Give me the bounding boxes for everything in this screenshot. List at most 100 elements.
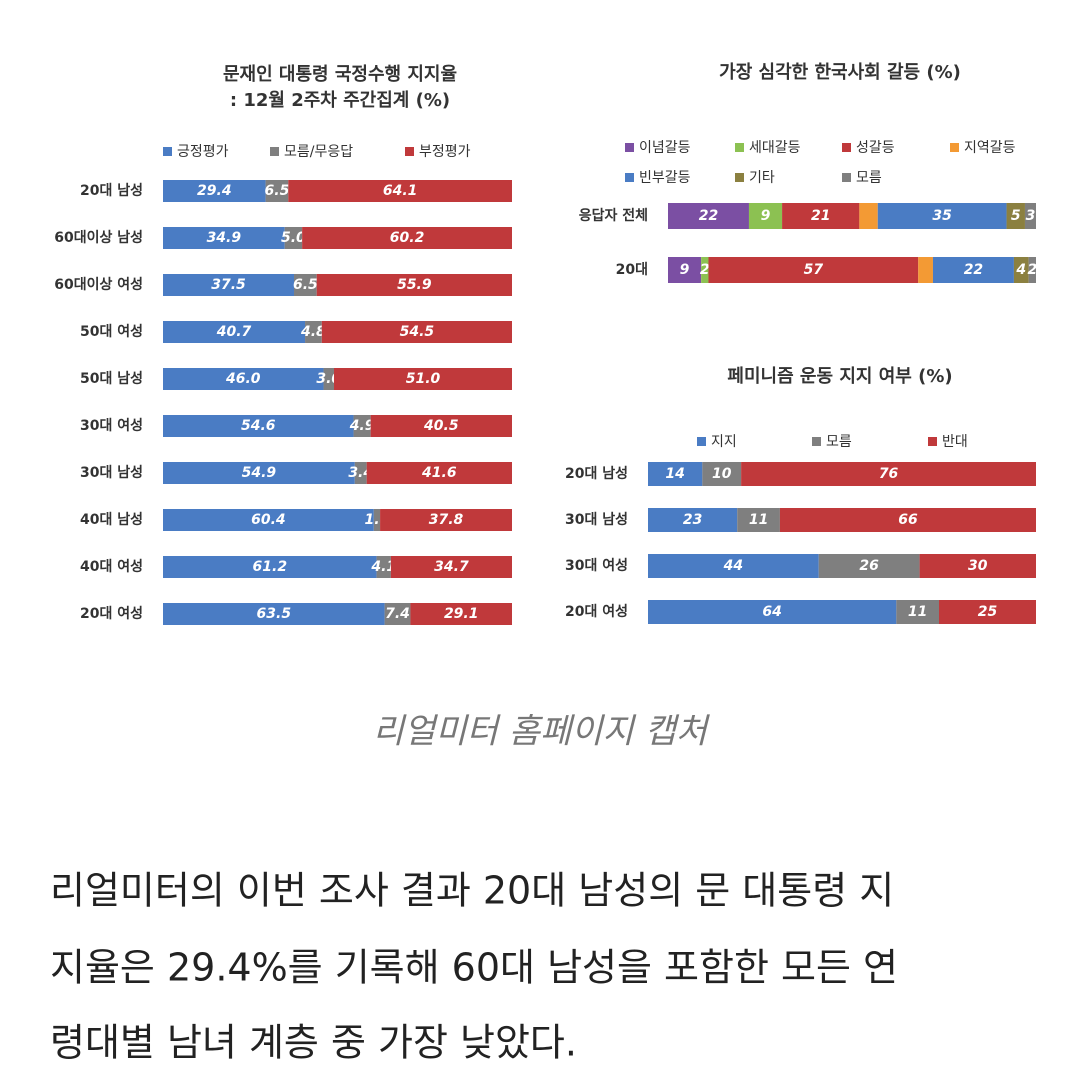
bar-segment [648,600,897,624]
data-label: 54.6 [241,418,276,434]
bar-segment [648,462,703,486]
legend-label: 이념갈등 [639,140,691,156]
legend-swatch [812,437,821,446]
bar-segment [748,203,783,229]
bar-segment [668,203,749,229]
bar-segment [316,274,512,296]
data-label: 4.1 [370,559,396,575]
data-label: 29.1 [444,606,479,622]
bar-segment [410,603,512,625]
category-label: 50대 남성 [80,370,143,387]
body-line: 리얼미터의 이번 조사 결과 20대 남성의 문 대통령 지 [50,869,894,913]
legend-label: 모름 [826,434,852,450]
legend-swatch [735,173,744,182]
category-label: 60대이상 여성 [54,276,143,293]
category-label: 30대 여성 [80,417,143,434]
bar-segment [939,600,1036,624]
legend-label: 빈부갈등 [639,170,691,186]
bar-segment [373,509,381,531]
data-label: 40.7 [216,324,252,340]
category-label: 40대 남성 [80,511,143,528]
legend-swatch [842,173,851,182]
data-label: 34.9 [207,230,242,246]
bar-segment [1006,203,1025,229]
data-label: 40.5 [423,418,459,434]
data-label: 37.5 [211,277,246,293]
data-label: 46.0 [225,371,261,387]
bar-segment [294,274,317,296]
data-label: 51.0 [406,371,441,387]
category-label: 30대 남성 [565,511,628,528]
data-label: 41.6 [421,465,457,481]
bar-segment [779,508,1036,532]
data-label: 11 [908,604,927,620]
legend-swatch [625,143,634,152]
category-label: 20대 여성 [80,605,143,622]
data-label: 2 [700,262,710,278]
bar-segment [288,180,512,202]
bar-segment [702,462,742,486]
bar-segment [380,509,512,531]
category-label: 40대 여성 [80,558,143,575]
legend-swatch [405,147,414,156]
data-label: 54.5 [400,324,435,340]
bar-segment [896,600,939,624]
category-label: 30대 여성 [565,557,628,574]
data-label: 6.5 [265,183,290,199]
bar-segment [919,554,1036,578]
data-label: 37.8 [429,512,464,528]
bar-segment [163,180,266,202]
category-label: 20대 남성 [565,465,628,482]
data-label: 34.7 [434,559,469,575]
category-label: 60대이상 남성 [54,229,143,246]
bar-segment [265,180,289,202]
bar-segment [284,227,303,249]
bar-segment [376,556,391,578]
bar-segment [163,415,354,437]
bar-segment [302,227,512,249]
data-label: 21 [811,208,830,224]
data-label: 25 [978,604,998,620]
chart-title: 페미니즘 운동 지지 여부 (%) [727,366,952,387]
data-label: 9 [761,208,771,224]
legend-swatch [163,147,172,156]
bar-segment [918,257,933,283]
legend-swatch [950,143,959,152]
data-label: 5 [1011,208,1021,224]
bar-segment [163,227,285,249]
bar-segment [353,415,371,437]
data-label: 4.8 [300,324,326,340]
bar-segment [163,462,355,484]
bar-segment [741,462,1036,486]
data-label: 55.9 [397,277,432,293]
data-label: 5.0 [281,230,306,246]
bar-segment [163,274,295,296]
legend-label: 지지 [711,434,737,450]
category-label: 20대 남성 [80,182,143,199]
bar-segment [334,368,512,390]
legend-label: 긍정평가 [177,144,229,160]
legend-swatch [625,173,634,182]
caption: 리얼미터 홈페이지 캡처 [373,712,711,752]
data-label: 29.4 [197,183,232,199]
chart-subtitle: : 12월 2주차 주간집계 (%) [230,90,450,111]
legend-swatch [270,147,279,156]
bar-segment [305,321,322,343]
legend-label: 기타 [749,170,775,186]
chart-title: 가장 심각한 한국사회 갈등 (%) [719,61,961,83]
data-label: 4.9 [349,418,375,434]
category-label: 20대 여성 [565,603,628,620]
data-label: 44 [723,558,743,574]
bar-segment [163,556,377,578]
data-label: 4 [1015,262,1026,278]
data-label: 30 [968,558,988,574]
bar-segment [701,257,709,283]
body-line: 지율은 29.4%를 기록해 60대 남성을 포함한 모든 연 [50,946,898,990]
bar-segment [932,257,1014,283]
category-label: 30대 남성 [80,464,143,481]
data-label: 3 [1026,208,1036,224]
bar-segment [737,508,780,532]
bar-segment [859,203,878,229]
legend-label: 모름/무응답 [284,144,353,160]
